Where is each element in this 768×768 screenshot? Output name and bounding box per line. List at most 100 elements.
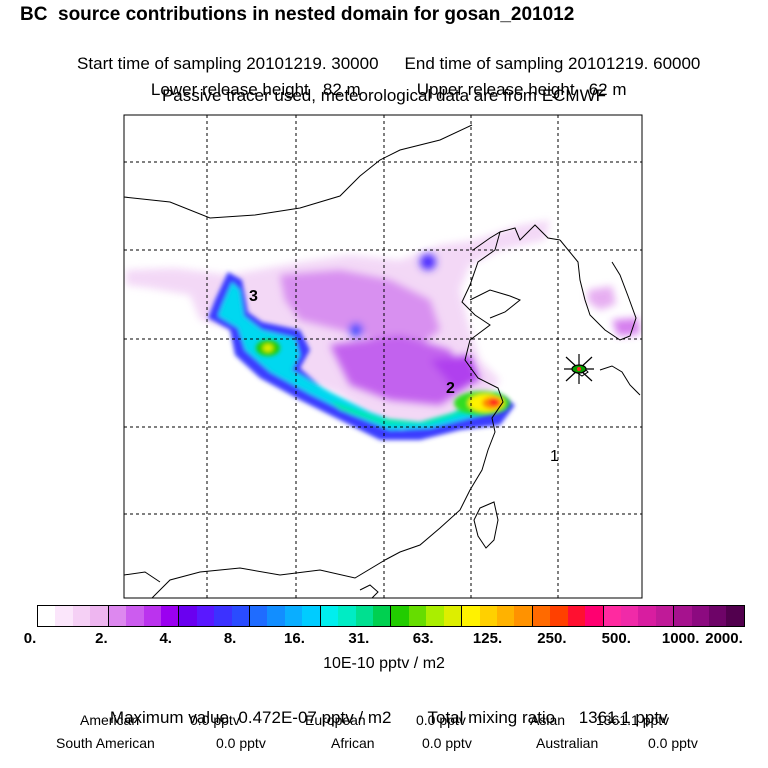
plume-cyan-band <box>218 282 505 430</box>
region-african-name: African <box>331 735 375 751</box>
tracer-note: Passive tracer used, meteorological data… <box>161 86 607 105</box>
color-swatch <box>355 606 374 626</box>
color-scale-tick-label: 31. <box>348 630 370 647</box>
color-swatch <box>108 606 127 626</box>
color-swatch <box>620 606 639 626</box>
color-swatch <box>726 606 744 626</box>
island-taiwan <box>473 501 499 549</box>
color-swatch <box>550 606 568 626</box>
color-swatch <box>691 606 710 626</box>
region-american-value: 0.0 pptv <box>190 712 240 728</box>
color-swatch <box>373 606 392 626</box>
plume-purple-center <box>330 335 470 405</box>
color-swatch <box>514 606 533 626</box>
region-european-value: 0.0 pptv <box>416 712 466 728</box>
color-scale-tick-label: 2. <box>95 630 108 647</box>
border-south <box>151 559 386 598</box>
hotspot-west-core <box>263 344 273 352</box>
start-time-value: 20101219. 30000 <box>246 54 379 73</box>
color-swatch <box>160 606 180 626</box>
region-south-american-name: South American <box>56 735 155 751</box>
coast-japan <box>599 365 641 396</box>
color-scale-ticks: 0. 2. 4. 8. 16. 31. 63. 125. 250. 500. 1000. 2000. <box>0 630 768 650</box>
color-swatch <box>496 606 515 626</box>
color-swatch <box>585 606 604 626</box>
color-swatch <box>408 606 427 626</box>
plume-korea-south <box>612 318 640 336</box>
color-swatch <box>302 606 321 626</box>
color-swatch <box>532 606 551 626</box>
plume-teal-core <box>330 400 470 425</box>
color-swatch <box>143 606 161 626</box>
color-swatch <box>320 606 339 626</box>
color-swatch <box>567 606 586 626</box>
coast-shandong <box>469 289 521 319</box>
color-swatch <box>126 606 144 626</box>
color-swatch <box>214 606 232 626</box>
plume-layer <box>124 115 642 598</box>
color-scale-tick-label: 500. <box>601 630 631 647</box>
color-scale-tick-label: 0. <box>23 630 37 647</box>
max-value: 0.472E-07 pptv / m2 <box>238 708 392 727</box>
map-frame <box>123 114 643 599</box>
plot-title: BC source contributions in nested domain… <box>20 4 575 25</box>
region-african-value: 0.0 pptv <box>422 735 472 751</box>
upper-height-label: Upper release height <box>416 80 575 99</box>
color-swatch <box>443 606 463 626</box>
color-swatch <box>479 606 497 626</box>
region-australian-name: Australian <box>536 735 599 751</box>
start-time-label: Start time of sampling <box>77 54 242 73</box>
region-australian-value: 0.0 pptv <box>648 735 698 751</box>
color-swatch <box>391 606 409 626</box>
border-west <box>124 571 161 583</box>
total-mixing-value: 1361.1 pptv <box>578 708 668 727</box>
region-asian-name: Asian <box>530 712 566 728</box>
color-scale-tick-label: 63. <box>412 630 434 647</box>
color-swatch <box>267 606 285 626</box>
contribution-map: 3 2 1 <box>123 114 643 599</box>
sampling-time-line: Start time of sampling 20101219. 30000 En… <box>0 34 768 74</box>
plume-purple-north <box>280 270 440 345</box>
color-swatch <box>462 606 480 626</box>
lower-height-value: 82 m <box>322 80 361 99</box>
color-swatch <box>426 606 444 626</box>
receptor-marker <box>564 354 594 384</box>
color-scale-tick-label: 4. <box>159 630 172 647</box>
color-scale-tick-label: 250. <box>537 630 567 647</box>
color-swatch <box>655 606 675 626</box>
map-label-3: 3 <box>249 288 258 305</box>
end-time-label: End time of sampling <box>404 54 564 73</box>
color-swatch <box>284 606 303 626</box>
color-swatch <box>38 606 56 626</box>
total-mixing-label: Total mixing ratio <box>427 708 556 727</box>
border-mongolia <box>124 124 473 219</box>
color-scale-tick-label: 2000. <box>705 630 743 647</box>
color-swatch <box>603 606 621 626</box>
color-swatch <box>72 606 91 626</box>
grid-lines <box>124 115 642 598</box>
plume-korea-patch <box>588 286 616 310</box>
region-south-american-value: 0.0 pptv <box>216 735 266 751</box>
coast-bohai <box>499 224 561 241</box>
max-value-label: Maximum value <box>109 708 229 727</box>
color-swatch <box>338 606 356 626</box>
coast-mainland <box>384 230 504 561</box>
color-scale-units: 10E-10 pptv / m2 <box>323 655 445 672</box>
color-swatch <box>250 606 268 626</box>
color-swatch <box>179 606 197 626</box>
plume-blue-dot-2 <box>349 323 363 337</box>
hotspot-east-red <box>489 398 499 406</box>
color-scale-tick-label: 8. <box>223 630 237 647</box>
color-scale-tick-label: 125. <box>472 630 503 647</box>
release-height-line: Lower release height 82 m Upper release h… <box>0 60 768 100</box>
color-scale-tick-label: 1000. <box>661 630 700 647</box>
color-swatch <box>674 606 692 626</box>
map-label-2: 2 <box>446 380 455 397</box>
region-asian-value: 1361.1 pptv <box>596 712 670 728</box>
max-total-line: Maximum value 0.472E-07 pptv / m2 Total m… <box>0 688 768 728</box>
color-scale-tick-label: 16. <box>284 630 305 647</box>
color-swatch <box>709 606 727 626</box>
map-label-1: 1 <box>550 448 559 465</box>
lower-height-label: Lower release height <box>150 80 309 99</box>
upper-height-value: 62 m <box>588 80 627 99</box>
